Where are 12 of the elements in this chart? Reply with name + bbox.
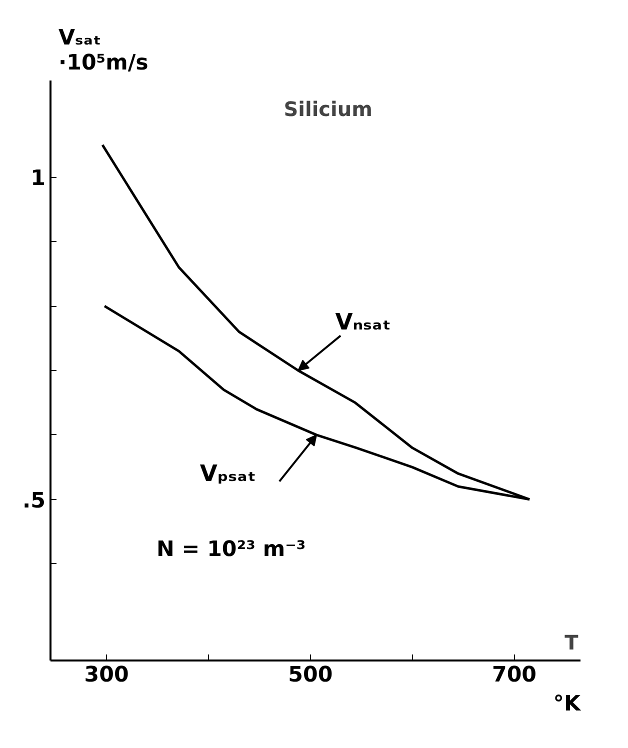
annotation: N = 10²³ m⁻³: [156, 536, 306, 562]
y-tick-label: 1: [30, 166, 46, 192]
text: Vₚₛₐₜ: [200, 461, 256, 488]
text: Vₙₛₐₜ: [335, 310, 391, 336]
text: °K: [553, 692, 582, 716]
x-tick-label: 300: [84, 662, 129, 688]
x-tick-label: 500: [288, 662, 333, 688]
y-tick-label: .5: [22, 488, 46, 514]
y-axis-title: Vₛₐₜ ·10⁵m/s: [58, 26, 148, 76]
x-axis-title: T: [564, 630, 579, 655]
x-tick-label: 700: [492, 662, 537, 688]
text: Silicium: [284, 97, 372, 122]
